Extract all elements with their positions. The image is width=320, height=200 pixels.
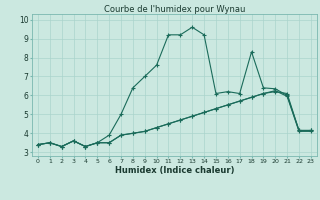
- Title: Courbe de l'humidex pour Wynau: Courbe de l'humidex pour Wynau: [104, 5, 245, 14]
- X-axis label: Humidex (Indice chaleur): Humidex (Indice chaleur): [115, 166, 234, 175]
